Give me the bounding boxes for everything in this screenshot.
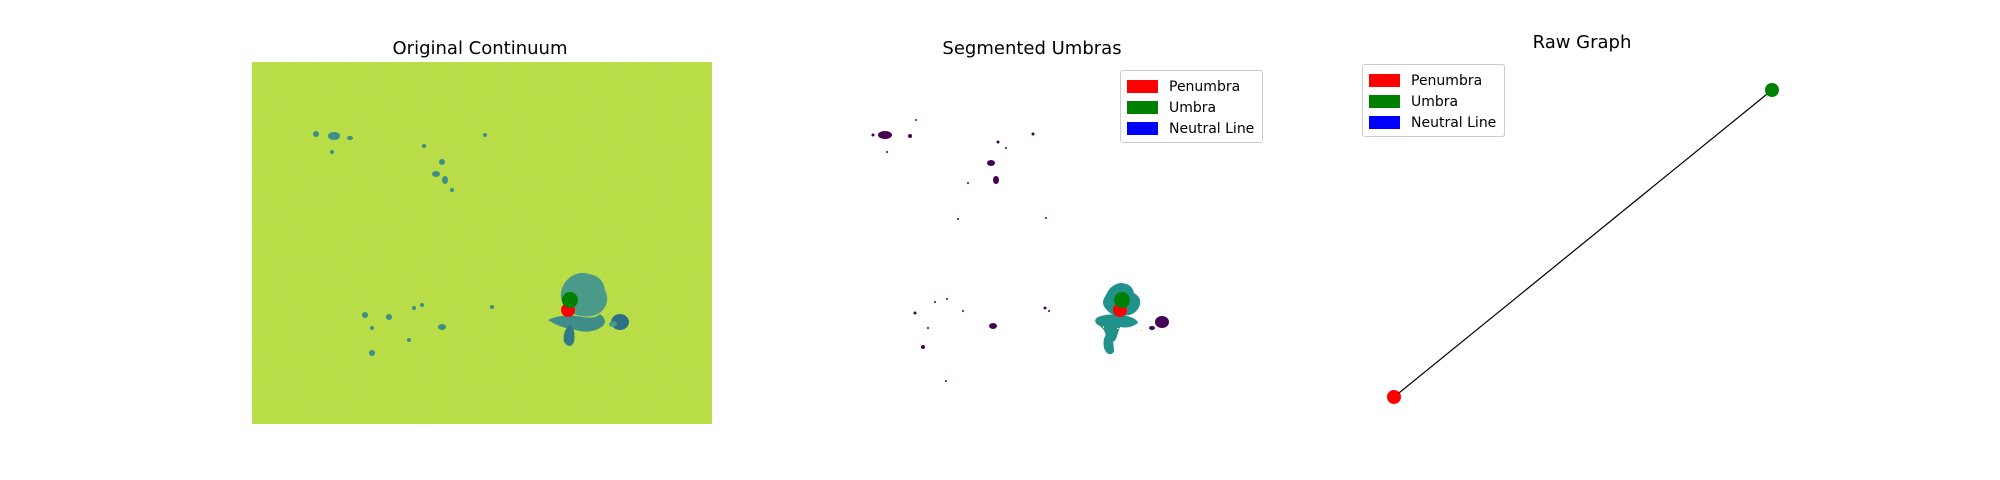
legend-raw-graph: Penumbra Umbra Neutral Line (1362, 64, 1506, 137)
neutral-line-swatch (1369, 116, 1400, 129)
legend-label: Penumbra (1169, 78, 1241, 95)
small-spot-regions (871, 119, 1050, 382)
umbra-marker (1114, 292, 1130, 308)
continuum-image (252, 62, 712, 424)
raw-graph (1387, 83, 1779, 404)
legend-label: Umbra (1169, 99, 1217, 116)
legend-item-penumbra: Penumbra (1369, 70, 1496, 91)
legend-item-penumbra: Penumbra (1127, 76, 1254, 97)
neutral-line-swatch (1127, 122, 1158, 135)
umbra-marker (562, 292, 578, 308)
legend-item-neutral-line: Neutral Line (1369, 112, 1496, 133)
graph-node-penumbra (1387, 390, 1401, 404)
segmented-image (871, 119, 1169, 382)
main-sunspot (548, 272, 629, 346)
legend-segmented: Penumbra Umbra Neutral Line (1120, 70, 1264, 143)
umbra-swatch (1127, 101, 1158, 114)
neutral-line-pixels (1094, 321, 1142, 331)
legend-label: Penumbra (1411, 72, 1483, 89)
legend-label: Umbra (1411, 93, 1459, 110)
panel-title-segmented-umbras: Segmented Umbras (942, 38, 1122, 59)
panel-title-original-continuum: Original Continuum (392, 38, 568, 59)
legend-item-neutral-line: Neutral Line (1127, 118, 1254, 139)
penumbra-swatch (1127, 80, 1158, 93)
graph-node-umbra (1765, 83, 1779, 97)
legend-label: Neutral Line (1411, 114, 1497, 131)
panel-title-raw-graph: Raw Graph (1532, 32, 1632, 53)
continuum-grain (252, 62, 712, 424)
penumbra-swatch (1369, 74, 1400, 87)
pores (313, 131, 494, 356)
legend-item-umbra: Umbra (1127, 97, 1254, 118)
legend-label: Neutral Line (1169, 120, 1255, 137)
graph-edge (1393, 89, 1773, 398)
umbra-swatch (1369, 95, 1400, 108)
legend-item-umbra: Umbra (1369, 91, 1496, 112)
umbra-regions (1095, 283, 1169, 355)
